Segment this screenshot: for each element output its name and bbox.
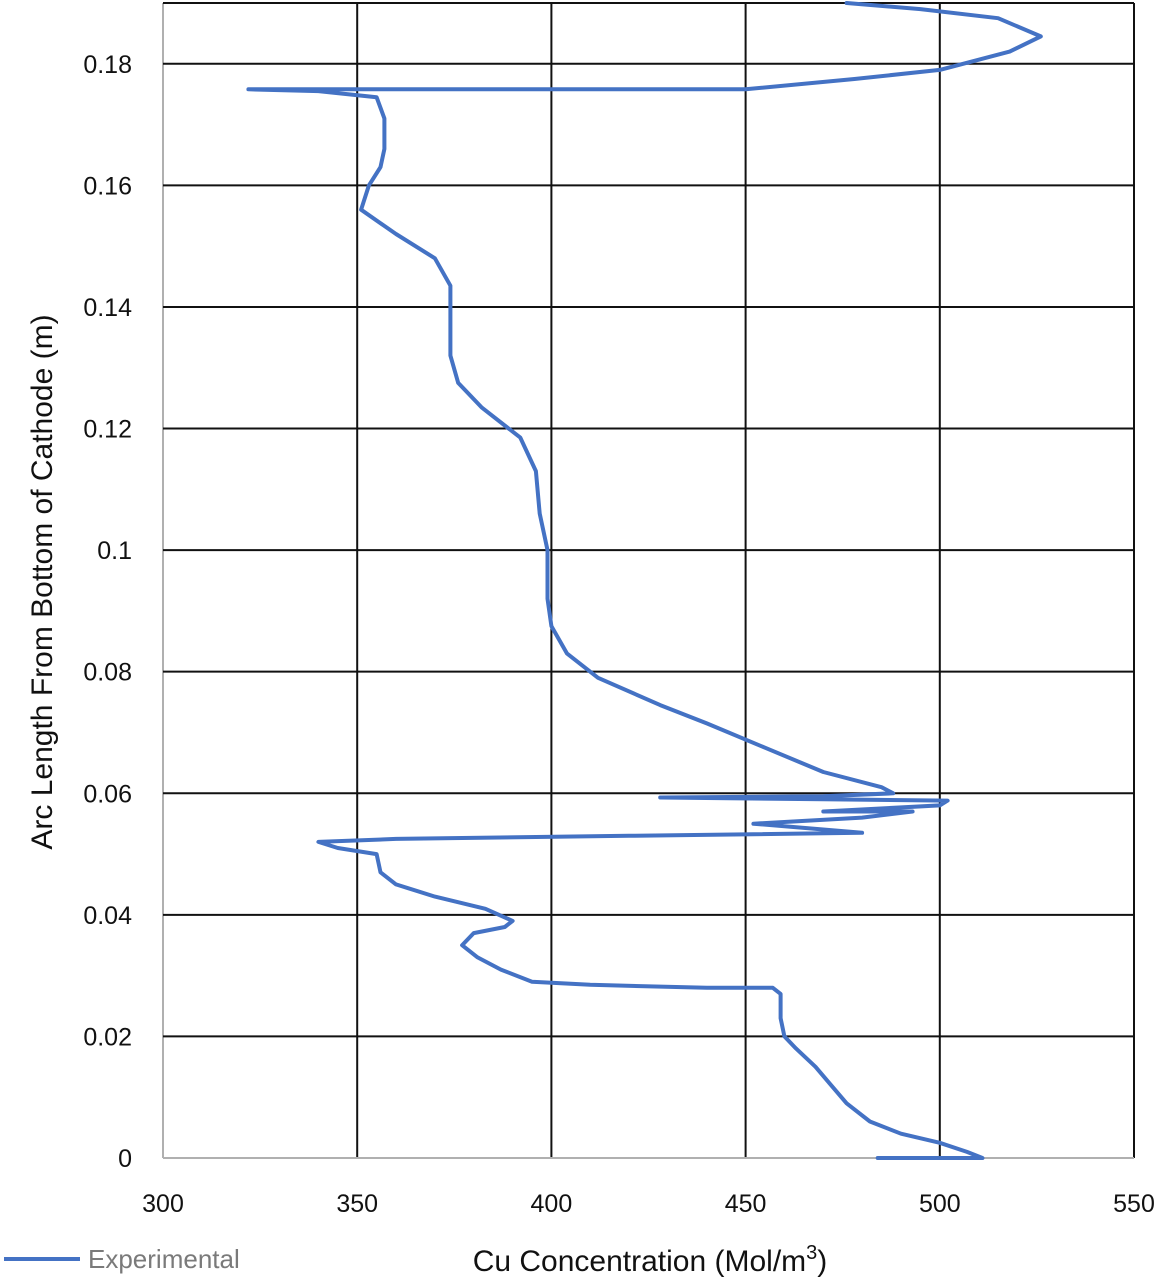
y-tick-label: 0.14	[83, 294, 132, 322]
x-axis-title: Cu Concentration (Mol/m3)	[473, 1242, 828, 1278]
y-tick-label: 0.16	[83, 172, 132, 200]
y-tick-labels: 0 0.02 0.04 0.06 0.08 0.1 0.12 0.14 0.16 0.18	[83, 51, 132, 1173]
vertical-gridlines	[162, 3, 1135, 1158]
x-tick-label: 350	[336, 1190, 378, 1218]
x-tick-labels: 300 350 400 450 500 550	[142, 1190, 1155, 1218]
series-line-experimental	[246, 1, 1043, 1160]
y-tick-label: 0.18	[83, 51, 132, 79]
x-axis-title-end: )	[817, 1245, 827, 1278]
legend-label: Experimental	[88, 1244, 240, 1274]
horizontal-gridlines	[163, 2, 1134, 1159]
x-tick-label: 500	[919, 1190, 961, 1218]
y-tick-label: 0.04	[83, 902, 132, 930]
x-axis-title-superscript: 3	[806, 1242, 817, 1264]
y-tick-label: 0	[118, 1145, 132, 1173]
y-tick-label: 0.12	[83, 416, 132, 444]
plot-area	[163, 3, 1134, 1158]
y-axis-title: Arc Length From Bottom of Cathode (m)	[26, 314, 59, 849]
x-tick-label: 550	[1113, 1190, 1155, 1218]
legend: Experimental	[4, 1244, 240, 1274]
x-tick-label: 400	[531, 1190, 573, 1218]
y-tick-label: 0.08	[83, 659, 132, 687]
x-tick-label: 450	[725, 1190, 767, 1218]
x-tick-label: 300	[142, 1190, 184, 1218]
y-tick-label: 0.02	[83, 1023, 132, 1051]
y-tick-label: 0.06	[83, 780, 132, 808]
y-tick-label: 0.1	[97, 537, 132, 565]
series-layer	[246, 1, 1043, 1160]
